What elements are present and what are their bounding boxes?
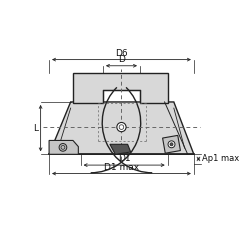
- Circle shape: [117, 122, 126, 132]
- Text: D6: D6: [115, 49, 128, 58]
- Circle shape: [59, 144, 67, 151]
- Text: D1: D1: [118, 154, 131, 163]
- Text: D: D: [118, 55, 125, 64]
- Polygon shape: [49, 140, 78, 154]
- Polygon shape: [110, 144, 131, 154]
- Text: Ap1 max: Ap1 max: [202, 154, 239, 163]
- Polygon shape: [73, 73, 168, 103]
- Polygon shape: [49, 102, 194, 154]
- Text: D1 max: D1 max: [104, 163, 139, 172]
- Polygon shape: [162, 135, 180, 153]
- Circle shape: [168, 141, 175, 148]
- Text: L: L: [33, 124, 38, 133]
- Circle shape: [170, 143, 173, 146]
